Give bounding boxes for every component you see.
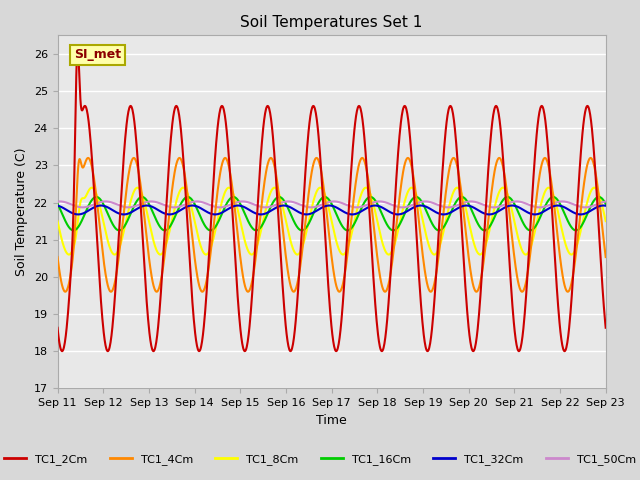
Legend: TC1_2Cm, TC1_4Cm, TC1_8Cm, TC1_16Cm, TC1_32Cm, TC1_50Cm: TC1_2Cm, TC1_4Cm, TC1_8Cm, TC1_16Cm, TC1… [0, 450, 640, 469]
X-axis label: Time: Time [316, 414, 347, 427]
Text: SI_met: SI_met [74, 48, 121, 61]
Title: Soil Temperatures Set 1: Soil Temperatures Set 1 [241, 15, 423, 30]
Y-axis label: Soil Temperature (C): Soil Temperature (C) [15, 147, 28, 276]
